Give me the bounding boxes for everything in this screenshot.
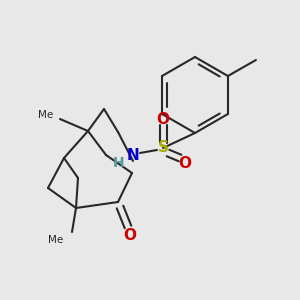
Text: Me: Me — [38, 110, 54, 120]
Text: O: O — [124, 227, 136, 242]
Text: H: H — [113, 156, 125, 170]
Text: O: O — [157, 112, 169, 128]
Text: Me: Me — [48, 235, 64, 245]
Text: S: S — [158, 140, 169, 155]
Text: N: N — [127, 148, 140, 163]
Text: O: O — [178, 155, 191, 170]
